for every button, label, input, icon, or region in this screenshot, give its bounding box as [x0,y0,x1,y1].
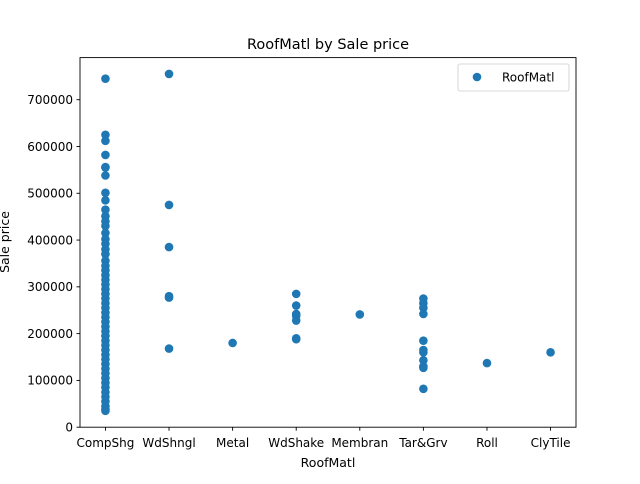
data-point [419,336,428,345]
data-point [419,363,428,373]
data-point [164,200,174,210]
y-tick-label: 300000 [27,280,73,294]
y-tick-label: 400000 [27,233,73,247]
y-tick-label: 100000 [27,374,73,388]
legend-box [457,63,570,92]
data-point [101,74,110,83]
data-point [164,69,174,79]
data-point [291,316,301,325]
data-point [101,136,110,146]
data-point [101,228,110,238]
data-point [101,249,110,259]
data-point [419,309,428,319]
legend-label: RoofMatl [502,71,554,85]
x-tick-label: Roll [476,436,498,450]
x-tick-label: WdShngl [142,436,195,450]
data-point [419,384,428,394]
y-tick-label: 600000 [27,140,73,154]
data-point [482,358,492,368]
legend-marker [472,72,482,82]
data-point [546,348,555,357]
data-point [291,289,301,299]
data-point [101,150,110,160]
points-layer [101,69,555,416]
data-point [355,310,365,319]
data-point [101,171,110,180]
x-axis-label: RoofMatl [301,455,356,470]
x-tick-label: CompShg [76,436,134,450]
data-point [164,242,174,252]
legend: RoofMatl [457,63,570,92]
y-axis-label: Sale price [0,211,12,273]
data-point [101,406,110,416]
y-tick-label: 700000 [27,93,73,107]
x-tick-label: WdShake [268,436,324,450]
data-point [101,205,110,214]
x-tick-label: Metal [216,436,249,450]
x-tick-label: ClyTile [531,436,571,450]
data-point [291,301,301,310]
data-point [101,188,110,198]
y-tick-label: 200000 [27,327,73,341]
data-point [101,130,110,140]
y-ticks: 0 100000 200000 300000 400000 500000 600000 700… [27,93,80,435]
x-tick-label: Tar&Grv [398,436,447,450]
plot-frame [79,57,577,428]
y-tick-label: 500000 [27,187,73,201]
y-tick-label: 0 [65,421,73,435]
data-point [101,163,110,172]
data-point [164,344,174,353]
data-point [419,348,428,357]
data-point [164,293,174,302]
x-tick-label: Membran [331,436,388,450]
data-point [228,338,237,348]
data-point [101,195,110,205]
data-point [291,334,301,344]
data-point [419,303,428,313]
data-point [419,355,428,365]
chart-title: RoofMatl by Sale price [247,37,409,53]
x-ticks: CompShg WdShngl Metal WdShake Membran Tar&Grv… [76,427,570,450]
data-point [101,221,110,231]
